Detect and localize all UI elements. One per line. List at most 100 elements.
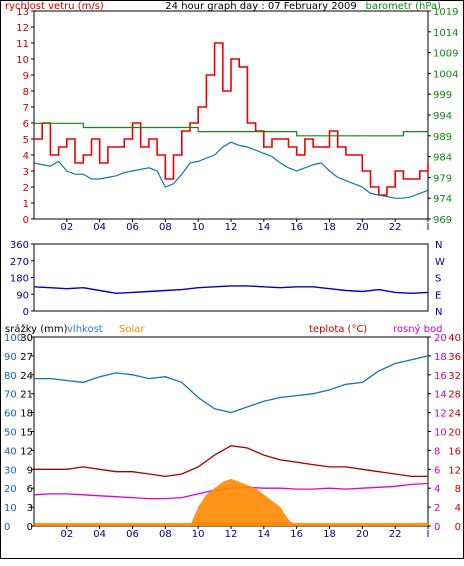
pressure-tick-label: 1014 <box>433 28 458 39</box>
temperature-tick-label: 4 <box>455 503 461 514</box>
compass-label: E <box>435 290 441 301</box>
dew-point-tick-label: 2 <box>434 503 440 514</box>
temperature-tick-label: 36 <box>448 352 461 363</box>
time-tick-label-bottom: I <box>427 529 430 540</box>
humidity-tick-label: 90 <box>4 352 17 363</box>
pressure-tick-label: 984 <box>433 153 452 164</box>
time-tick-label-bottom: 18 <box>323 529 336 540</box>
plot-area-wind-direction <box>33 243 429 312</box>
temperature-tick-label: 8 <box>455 484 461 495</box>
time-tick-label-bottom: 16 <box>290 529 303 540</box>
wind-tick-label: 2 <box>23 183 29 194</box>
wind-tick-label: 11 <box>16 39 29 50</box>
pressure-axis-label: barometr (hPa) <box>366 1 442 12</box>
wind-tick-label: 3 <box>23 167 29 178</box>
time-tick-label-bottom: 02 <box>60 529 73 540</box>
wind-tick-label: 10 <box>16 55 29 66</box>
dew-point-tick-label: 10 <box>434 428 447 439</box>
wind-axis-label: rychlost vetru (m/s) <box>5 1 104 12</box>
time-tick-label-bottom: 06 <box>126 529 139 540</box>
time-tick-label: 06 <box>126 222 139 233</box>
time-tick-label: 20 <box>356 222 369 233</box>
compass-label: S <box>435 274 441 285</box>
time-tick-label: 04 <box>93 222 106 233</box>
time-tick-label: 02 <box>60 222 73 233</box>
rain-tick-label: 30 <box>20 333 33 344</box>
compass-label: W <box>435 257 445 268</box>
time-tick-label-bottom: 14 <box>257 529 270 540</box>
time-tick-label-bottom: 22 <box>389 529 402 540</box>
direction-tick-label: 360 <box>10 240 29 251</box>
direction-tick-label: 90 <box>16 290 29 301</box>
pressure-tick-label: 1019 <box>433 7 458 18</box>
dew-point-tick-label: 0 <box>434 522 440 533</box>
temperature-tick-label: 32 <box>448 371 461 382</box>
rain-tick-label: 15 <box>20 428 33 439</box>
time-tick-label-bottom: 10 <box>192 529 205 540</box>
time-tick-label: 08 <box>159 222 172 233</box>
humidity-tick-label: 40 <box>4 446 17 457</box>
wind-tick-label: 13 <box>16 7 29 18</box>
wind-tick-label: 1 <box>23 199 29 210</box>
direction-tick-label: 0 <box>23 307 29 318</box>
legend-label-3: teplota (°C) <box>309 324 367 335</box>
rain-tick-label: 27 <box>20 352 33 363</box>
line-vlhkost <box>34 355 429 414</box>
dew-point-tick-label: 12 <box>434 409 447 420</box>
humidity-tick-label: 70 <box>4 390 17 401</box>
wind-tick-label: 6 <box>23 119 29 130</box>
pressure-tick-label: 974 <box>433 194 452 205</box>
time-tick-label-bottom: 08 <box>159 529 172 540</box>
dew-point-tick-label: 6 <box>434 465 440 476</box>
temperature-tick-label: 24 <box>448 409 461 420</box>
plot-area-wind-pressure <box>33 10 429 220</box>
area-solar <box>34 478 428 526</box>
time-tick-label: 10 <box>192 222 205 233</box>
rain-tick-label: 3 <box>27 503 33 514</box>
wind-direction-line <box>33 285 429 295</box>
legend-label-1: vlhkost <box>67 324 103 335</box>
humidity-tick-label: 30 <box>4 465 17 476</box>
pressure-tick-label: 1004 <box>433 69 458 80</box>
temperature-tick-label: 40 <box>448 333 461 344</box>
rain-tick-label: 0 <box>27 522 33 533</box>
chart-title: 24 hour graph day : 07 February 2009 <box>165 1 356 12</box>
time-tick-label: 12 <box>225 222 238 233</box>
direction-tick-label: 270 <box>10 257 29 268</box>
compass-label: N <box>435 307 442 318</box>
line-teplotac <box>34 445 428 478</box>
wind-average-line <box>33 141 429 199</box>
time-tick-label: 22 <box>389 222 402 233</box>
humidity-tick-label: 100 <box>4 333 23 344</box>
time-tick-label-bottom: 04 <box>93 529 106 540</box>
pressure-tick-label: 999 <box>433 90 452 101</box>
rain-tick-label: 21 <box>20 390 33 401</box>
wind-tick-label: 0 <box>23 215 29 226</box>
wind-tick-label: 8 <box>23 87 29 98</box>
wind-tick-label: 7 <box>23 103 29 114</box>
pressure-tick-label: 979 <box>433 173 452 184</box>
time-tick-label: 14 <box>257 222 270 233</box>
humidity-tick-label: 0 <box>4 522 10 533</box>
pressure-tick-label: 1009 <box>433 49 458 60</box>
wind-tick-label: 4 <box>23 151 29 162</box>
rain-tick-label: 18 <box>20 409 33 420</box>
wind-tick-label: 5 <box>23 135 29 146</box>
dew-point-tick-label: 8 <box>434 446 440 457</box>
humidity-tick-label: 50 <box>4 428 17 439</box>
legend-label-2: Solar <box>119 324 145 335</box>
wind-tick-label: 12 <box>16 23 29 34</box>
humidity-tick-label: 10 <box>4 503 17 514</box>
legend-label-0: srážky (mm) <box>5 323 68 335</box>
wind-gust-line <box>34 42 429 196</box>
temperature-tick-label: 16 <box>448 446 461 457</box>
compass-label: N <box>435 240 442 251</box>
time-tick-label: 18 <box>323 222 336 233</box>
wind-tick-label: 9 <box>23 71 29 82</box>
direction-tick-label: 180 <box>10 274 29 285</box>
temperature-tick-label: 20 <box>448 428 461 439</box>
legend-label-4: rosný bod <box>393 323 442 335</box>
rain-tick-label: 6 <box>27 484 33 495</box>
pressure-tick-label: 994 <box>433 111 452 122</box>
